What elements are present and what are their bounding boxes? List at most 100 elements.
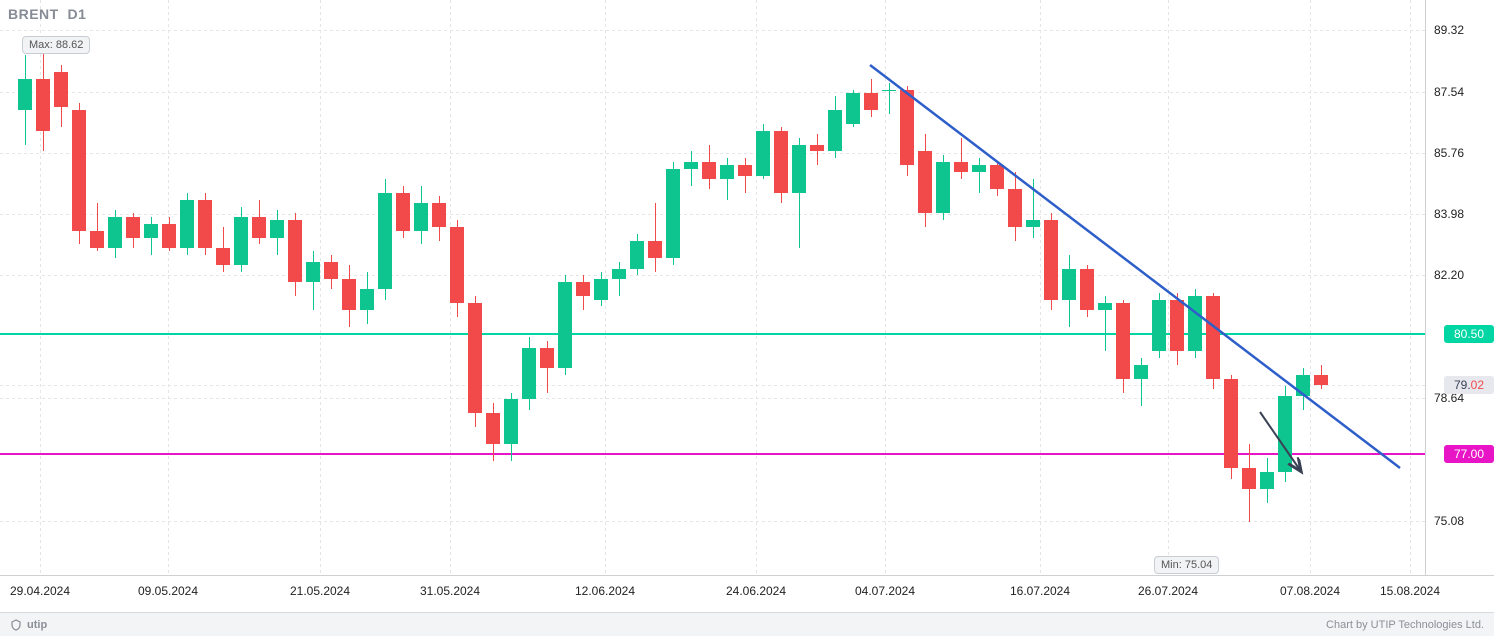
candle-body[interactable]: [666, 169, 680, 259]
candle-body[interactable]: [252, 217, 266, 238]
candle-body[interactable]: [108, 217, 122, 248]
candle-body[interactable]: [216, 248, 230, 265]
candle-body[interactable]: [54, 72, 68, 106]
candle-body[interactable]: [612, 269, 626, 279]
candle-body[interactable]: [450, 227, 464, 303]
candle-body[interactable]: [738, 165, 752, 175]
candle-body[interactable]: [972, 165, 986, 172]
candle-body[interactable]: [864, 93, 878, 110]
candle-body[interactable]: [702, 162, 716, 179]
candle-body[interactable]: [396, 193, 410, 231]
candle-body[interactable]: [1044, 220, 1058, 299]
candle-body[interactable]: [342, 279, 356, 310]
arrow-annotation[interactable]: [0, 0, 1425, 575]
candle-body[interactable]: [288, 220, 302, 282]
candle-body[interactable]: [360, 289, 374, 310]
candle-body[interactable]: [234, 217, 248, 265]
x-tick-label: 16.07.2024: [1010, 584, 1070, 598]
candle-body[interactable]: [828, 110, 842, 151]
candle-body[interactable]: [18, 79, 32, 110]
candle-body[interactable]: [270, 220, 284, 237]
candle-body[interactable]: [918, 151, 932, 213]
grid-v: [756, 0, 757, 575]
footer-bar: utip Chart by UTIP Technologies Ltd.: [0, 612, 1494, 636]
x-tick-label: 07.08.2024: [1280, 584, 1340, 598]
candle-body[interactable]: [774, 131, 788, 193]
candle-body[interactable]: [504, 399, 518, 444]
candle-body[interactable]: [756, 131, 770, 176]
candle-body[interactable]: [180, 200, 194, 248]
candle-body[interactable]: [1314, 375, 1328, 385]
candle-body[interactable]: [1278, 396, 1292, 472]
candle-body[interactable]: [846, 93, 860, 124]
candle-body[interactable]: [648, 241, 662, 258]
candle-body[interactable]: [810, 145, 824, 152]
candle-body[interactable]: [1224, 379, 1238, 469]
candle-body[interactable]: [414, 203, 428, 231]
candle-body[interactable]: [1170, 300, 1184, 352]
grid-v: [1040, 0, 1041, 575]
y-tick-label: 89.32: [1434, 23, 1464, 37]
candle-body[interactable]: [1116, 303, 1130, 379]
candle-body[interactable]: [576, 282, 590, 296]
candle-body[interactable]: [1242, 468, 1256, 489]
candle-body[interactable]: [90, 231, 104, 248]
candle-body[interactable]: [198, 200, 212, 248]
candle-body[interactable]: [1206, 296, 1220, 379]
candle-body[interactable]: [720, 165, 734, 179]
candle-body[interactable]: [792, 145, 806, 193]
candle-body[interactable]: [1188, 296, 1202, 351]
grid-h: [0, 153, 1425, 154]
candle-body[interactable]: [522, 348, 536, 400]
candle-body[interactable]: [630, 241, 644, 269]
candle-body[interactable]: [306, 262, 320, 283]
candle-body[interactable]: [684, 162, 698, 169]
candle-body[interactable]: [954, 162, 968, 172]
candle-body[interactable]: [990, 165, 1004, 189]
x-tick-label: 09.05.2024: [138, 584, 198, 598]
candle-body[interactable]: [1062, 269, 1076, 300]
candle-body[interactable]: [882, 90, 896, 91]
candle-body[interactable]: [1134, 365, 1148, 379]
trendline[interactable]: [0, 0, 1425, 575]
candle-body[interactable]: [126, 217, 140, 238]
grid-h: [0, 92, 1425, 93]
candle-body[interactable]: [324, 262, 338, 279]
x-tick-label: 24.06.2024: [726, 584, 786, 598]
candle-body[interactable]: [540, 348, 554, 369]
candle-body[interactable]: [900, 90, 914, 166]
x-tick-label: 31.05.2024: [420, 584, 480, 598]
horizontal-price-line[interactable]: [0, 453, 1425, 455]
chart-plot-area[interactable]: Max: 88.62Min: 75.04: [0, 0, 1425, 575]
candle-body[interactable]: [558, 282, 572, 368]
shield-icon: [10, 619, 22, 631]
y-tick-label: 83.98: [1434, 207, 1464, 221]
grid-v: [1310, 0, 1311, 575]
candle-body[interactable]: [1080, 269, 1094, 310]
candle-body[interactable]: [486, 413, 500, 444]
candle-body[interactable]: [1026, 220, 1040, 227]
candle-body[interactable]: [1152, 300, 1166, 352]
candle-body[interactable]: [1098, 303, 1112, 310]
chart-title: BRENT D1: [8, 6, 86, 22]
grid-h: [0, 398, 1425, 399]
grid-h: [0, 214, 1425, 215]
y-tick-label: 85.76: [1434, 146, 1464, 160]
candle-body[interactable]: [936, 162, 950, 214]
candle-body[interactable]: [72, 110, 86, 231]
candle-body[interactable]: [144, 224, 158, 238]
candle-body[interactable]: [36, 79, 50, 131]
candle-body[interactable]: [1296, 375, 1310, 396]
candle-body[interactable]: [468, 303, 482, 413]
candle-body[interactable]: [594, 279, 608, 300]
candle-wick: [655, 203, 656, 272]
grid-v: [1168, 0, 1169, 575]
candle-body[interactable]: [1008, 189, 1022, 227]
candle-body[interactable]: [432, 203, 446, 227]
candle-body[interactable]: [162, 224, 176, 248]
candle-body[interactable]: [378, 193, 392, 289]
candle-body[interactable]: [1260, 472, 1274, 489]
candle-wick: [1033, 179, 1034, 238]
candle-wick: [889, 83, 890, 114]
y-tick-label: 82.20: [1434, 268, 1464, 282]
